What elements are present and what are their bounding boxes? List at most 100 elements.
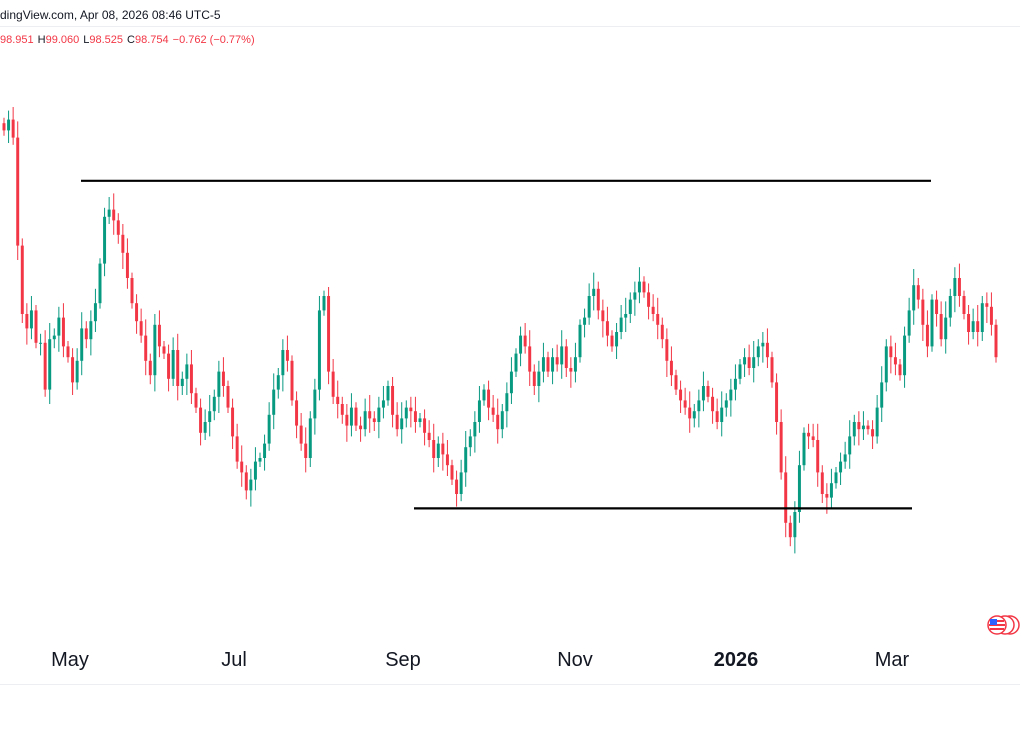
candle-body	[52, 335, 56, 340]
candle-body	[688, 407, 692, 419]
ohlc-low-label: L	[83, 34, 90, 46]
candle-body	[125, 252, 129, 278]
candle-body	[665, 339, 669, 361]
candle-body	[724, 400, 728, 408]
candle-body	[651, 306, 655, 314]
candle-body	[829, 483, 833, 498]
candle-body	[848, 436, 852, 455]
candle-body	[336, 396, 340, 404]
candle-body	[811, 436, 815, 440]
candle-body	[290, 360, 294, 401]
candle-body	[583, 317, 587, 325]
candle-body	[359, 425, 363, 430]
candle-body	[167, 353, 171, 379]
candle-body	[240, 461, 244, 473]
candle-body	[263, 443, 267, 458]
candle-body	[797, 465, 801, 512]
candle-body	[157, 324, 161, 347]
candle-body	[487, 389, 491, 408]
candle-body	[619, 317, 623, 332]
candle-body	[711, 396, 715, 412]
candle-body	[491, 407, 495, 415]
candle-body	[304, 443, 308, 458]
candle-body	[747, 357, 751, 368]
candle-body	[537, 371, 541, 386]
candle-body	[25, 314, 29, 329]
candle-body	[628, 299, 632, 314]
candle-body	[71, 357, 75, 383]
candle-body	[555, 357, 559, 365]
candle-body	[272, 389, 276, 415]
candle-body	[477, 400, 481, 422]
candle-body	[331, 371, 335, 397]
candle-body	[2, 123, 6, 131]
candle-body	[729, 389, 733, 401]
candle-body	[761, 342, 765, 347]
candle-body	[756, 346, 760, 358]
candle-body	[203, 422, 207, 433]
candle-body	[427, 432, 431, 440]
candle-body	[674, 375, 678, 390]
candle-body	[317, 310, 321, 390]
candle-body	[971, 321, 975, 332]
candle-body	[788, 522, 792, 538]
candle-body	[701, 386, 705, 401]
candle-body	[400, 418, 404, 430]
candle-body	[989, 306, 993, 325]
candle-body	[464, 447, 468, 473]
candle-body	[637, 281, 641, 293]
candle-body	[852, 422, 856, 437]
candle-body	[116, 220, 120, 235]
candle-body	[843, 454, 847, 462]
candle-body	[48, 339, 52, 390]
candle-body	[418, 418, 422, 422]
candle-body	[162, 346, 166, 354]
candle-body	[445, 454, 449, 466]
candle-body	[802, 432, 806, 466]
candle-body	[615, 332, 619, 347]
chart-header: dingView.com, Apr 08, 2026 08:46 UTC-5	[0, 0, 1020, 27]
candle-body	[354, 407, 358, 426]
candle-body	[322, 296, 326, 311]
ohlc-low: 98.525	[89, 34, 124, 46]
candle-body	[944, 317, 948, 340]
candle-body	[733, 378, 737, 390]
candle-body	[697, 400, 701, 412]
candle-body	[743, 357, 747, 365]
candle-body	[994, 324, 998, 358]
candle-body	[75, 360, 79, 383]
candle-body	[267, 414, 271, 444]
candle-body	[253, 461, 257, 480]
candle-body	[903, 335, 907, 376]
candle-body	[569, 368, 573, 372]
candle-body	[212, 396, 216, 412]
candle-body	[231, 407, 235, 437]
candle-body	[500, 411, 504, 430]
ohlc-readout: 98.951 H99.060 L98.525 C98.754 −0.762 (−0.77…	[0, 34, 255, 46]
candle-body	[98, 263, 102, 304]
ohlc-close-label: C	[127, 34, 135, 46]
candle-body	[363, 411, 367, 430]
candle-body	[825, 494, 829, 498]
candle-body	[308, 418, 312, 458]
candle-body	[112, 209, 116, 221]
x-tick-label: 2026	[714, 649, 759, 671]
x-tick-label: May	[51, 649, 89, 671]
candle-body	[642, 281, 646, 293]
candle-body	[189, 364, 193, 394]
candle-body	[432, 440, 436, 458]
candle-body	[409, 407, 413, 412]
candle-body	[29, 310, 33, 329]
candle-body	[144, 335, 148, 361]
candle-body	[953, 278, 957, 296]
candle-body	[135, 303, 139, 322]
candle-body	[605, 321, 609, 336]
us-flag-icon[interactable]	[986, 614, 1020, 636]
candle-body	[935, 299, 939, 314]
candle-body	[121, 234, 125, 253]
candle-body	[340, 404, 344, 415]
candle-body	[907, 310, 911, 336]
candle-body	[857, 422, 861, 430]
candle-body	[423, 418, 427, 433]
